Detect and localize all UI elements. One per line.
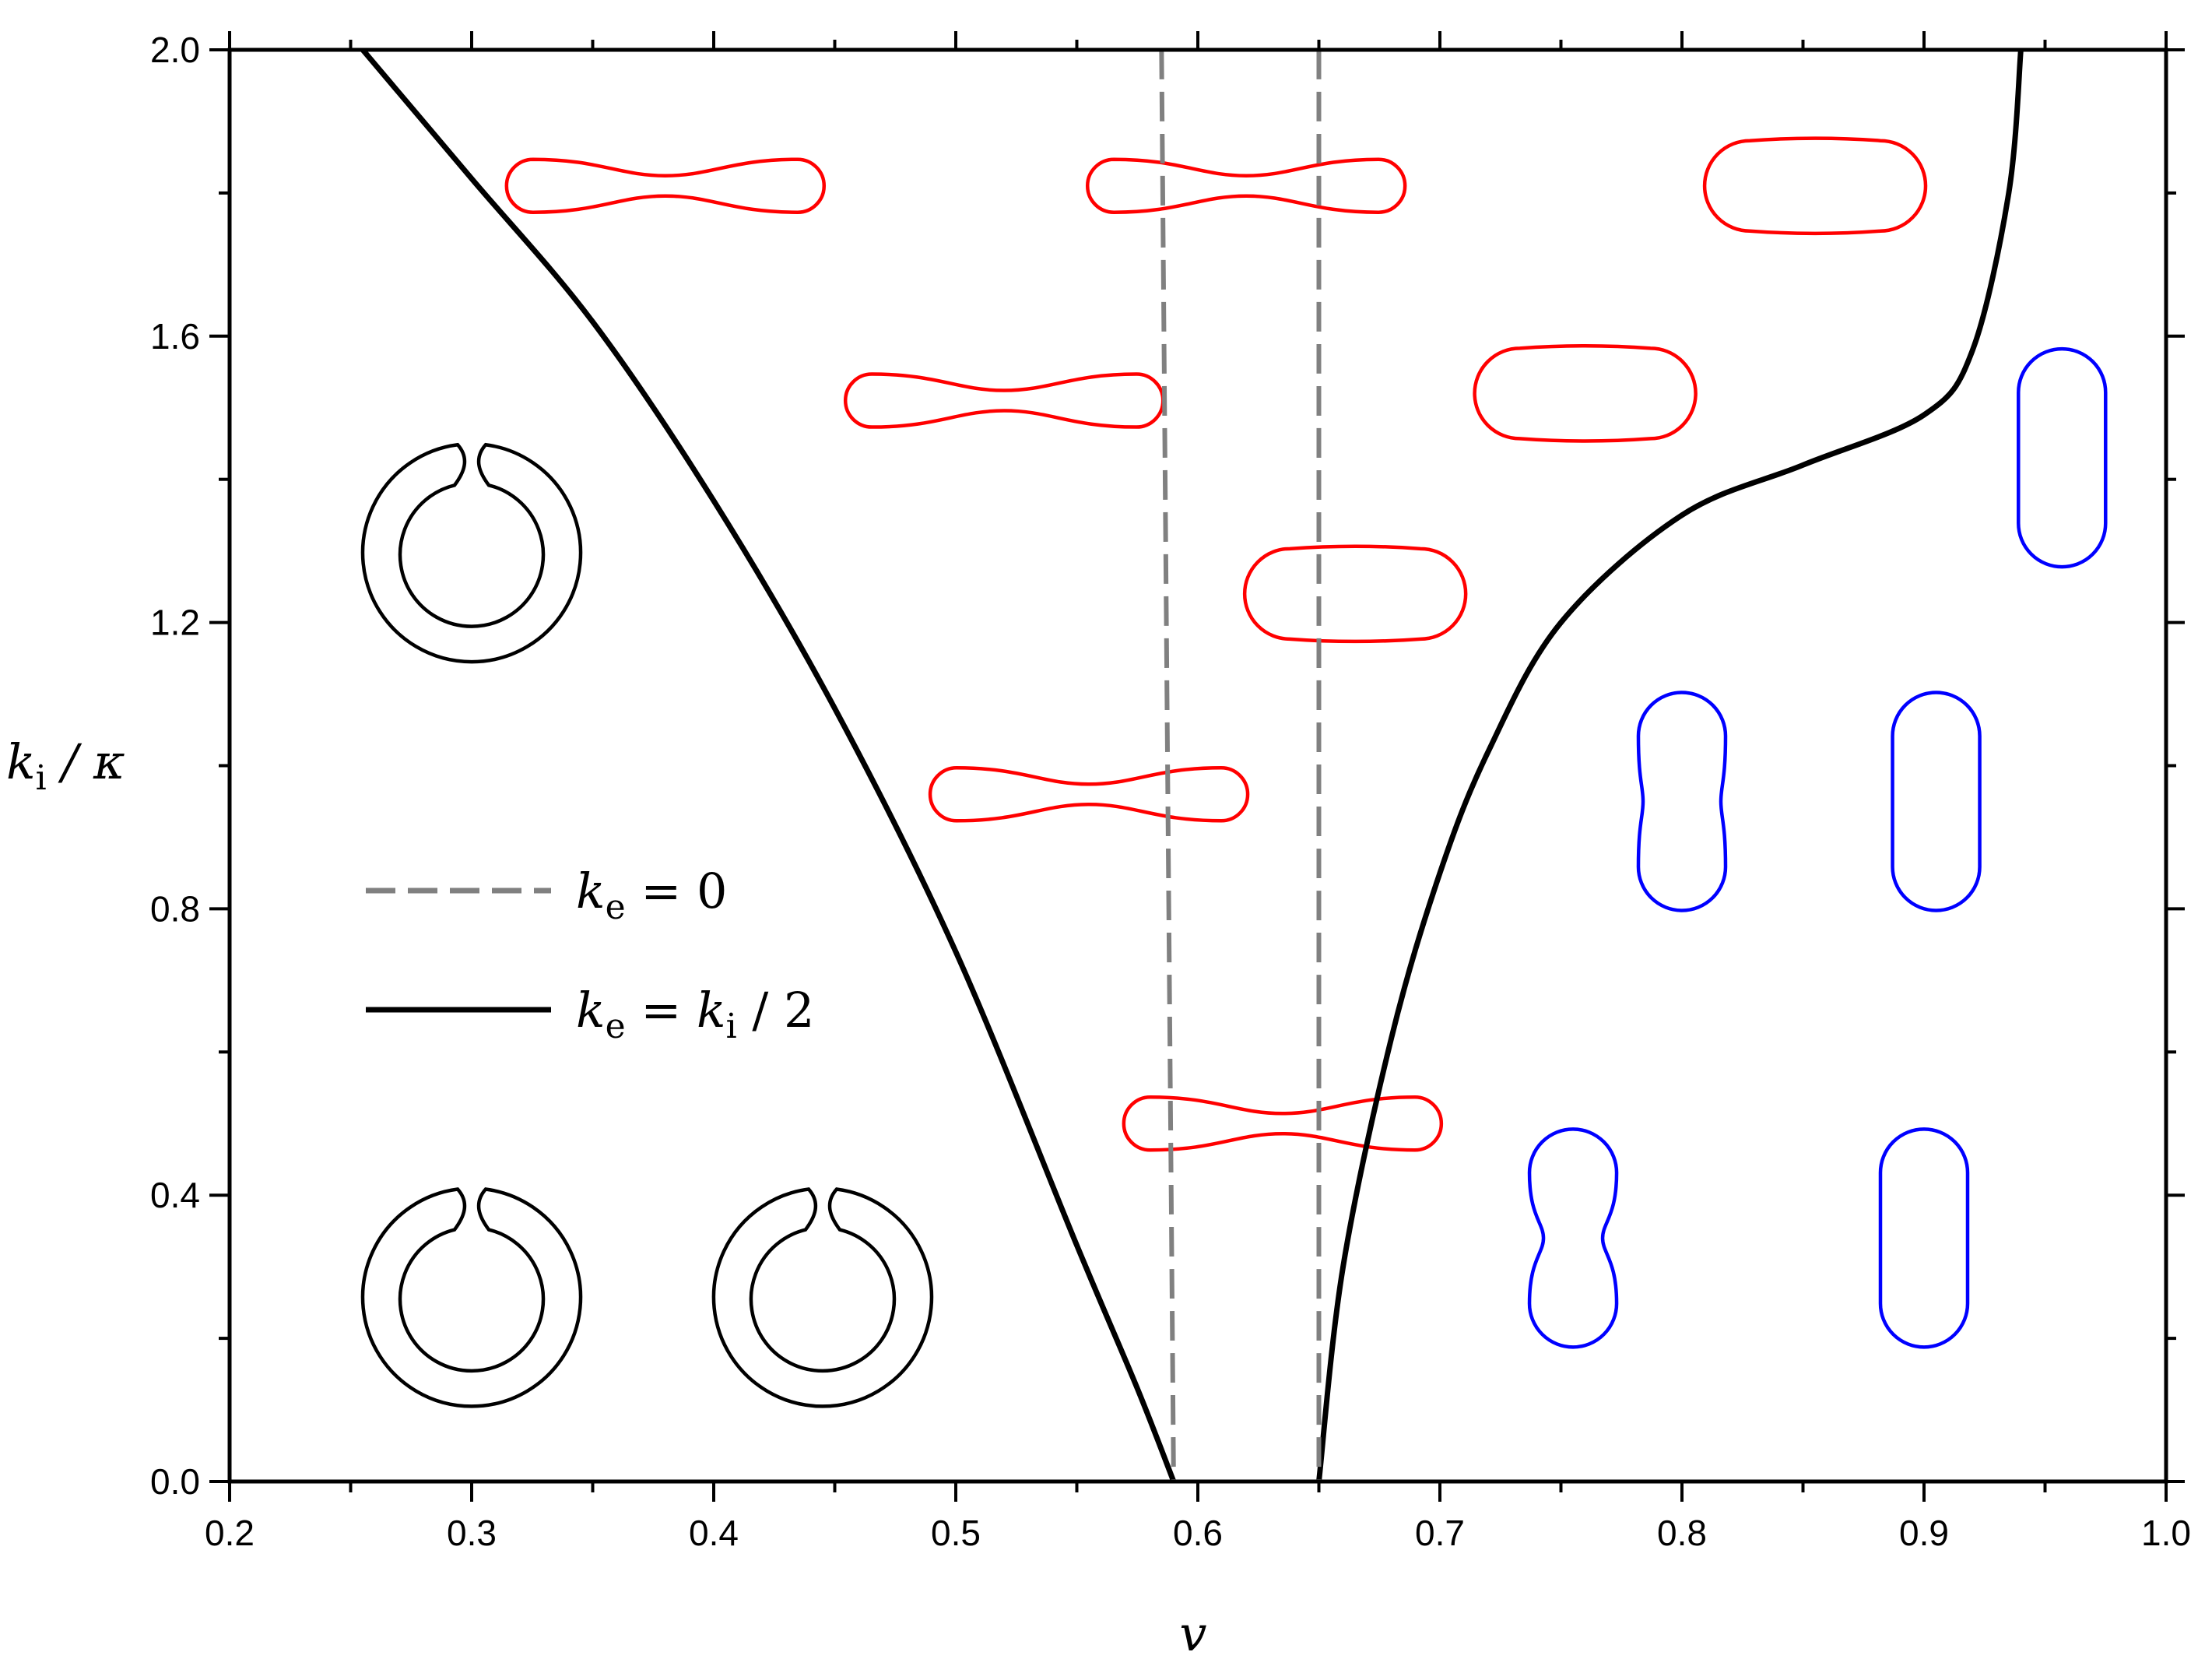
dumbbell-vesicle — [843, 372, 1165, 429]
series-lines — [360, 47, 2024, 1483]
y-tick-label: 0.4 — [150, 1175, 200, 1215]
x-tick-label: 0.5 — [931, 1513, 981, 1553]
x-tick-label: 0.3 — [447, 1513, 497, 1553]
x-tick-label: 0.2 — [205, 1513, 255, 1553]
dumbbell-vesicle — [504, 157, 827, 214]
capsule-vesicle — [1242, 544, 1468, 644]
y-tick-label: 0.8 — [150, 888, 200, 929]
stomatocyte-vesicle — [360, 1187, 583, 1408]
x-tick-label: 0.9 — [1899, 1513, 1949, 1553]
capsule-vesicle — [1473, 344, 1698, 443]
x-tick-label: 1.0 — [2141, 1513, 2191, 1553]
y-axis-ticks: 0.0 0.4 0.8 1.2 1.6 2.0 — [150, 30, 2185, 1502]
y-tick-label: 1.2 — [150, 603, 200, 643]
vesicle-shapes — [360, 136, 2108, 1408]
plot-border — [227, 47, 2168, 1484]
stomatocyte-vesicle — [711, 1187, 934, 1408]
stomatocyte-outline — [360, 1187, 583, 1408]
y-tick-label: 0.0 — [150, 1461, 200, 1502]
y-tick-label: 2.0 — [150, 30, 200, 70]
legend-label-ke-half-ki: ke = ki / 2 — [576, 982, 814, 1046]
x-axis-label: v — [1179, 1605, 1206, 1659]
x-tick-label: 0.4 — [689, 1513, 739, 1553]
prolate-vesicle — [1891, 691, 1982, 912]
dumbbell-vesicle — [1122, 1095, 1444, 1152]
prolate-vesicle — [1527, 1127, 1619, 1349]
dumbbell-vesicle — [1085, 157, 1407, 214]
stomatocyte-outline — [360, 442, 583, 664]
stomatocyte-outline — [711, 1187, 934, 1408]
x-tick-label: 0.6 — [1173, 1513, 1223, 1553]
prolate-vesicle — [1878, 1127, 1970, 1349]
legend-label-ke-zero: ke = 0 — [576, 863, 727, 927]
plot-frame — [227, 47, 2168, 1484]
dumbbell-vesicle — [928, 766, 1250, 823]
x-tick-label: 0.7 — [1415, 1513, 1465, 1553]
prolate-vesicle — [2017, 346, 2108, 569]
prolate-vesicle — [1636, 691, 1728, 912]
series-ke-half-ki-line-0 — [360, 47, 1177, 1483]
capsule-vesicle — [1702, 136, 1928, 235]
y-tick-label: 1.6 — [150, 316, 200, 357]
x-axis-ticks: 0.2 0.3 0.4 0.5 0.6 0.7 0.8 0.9 1.0 — [205, 31, 2191, 1553]
y-axis-label: ki / κ — [6, 733, 125, 798]
legend: ke = 0 ke = ki / 2 — [366, 863, 814, 1046]
series-ke-zero-line-2 — [1159, 49, 1176, 1482]
series-ke-half-ki-line-1 — [1316, 49, 2024, 1482]
x-tick-label: 0.8 — [1657, 1513, 1707, 1553]
stomatocyte-vesicle — [360, 442, 583, 664]
